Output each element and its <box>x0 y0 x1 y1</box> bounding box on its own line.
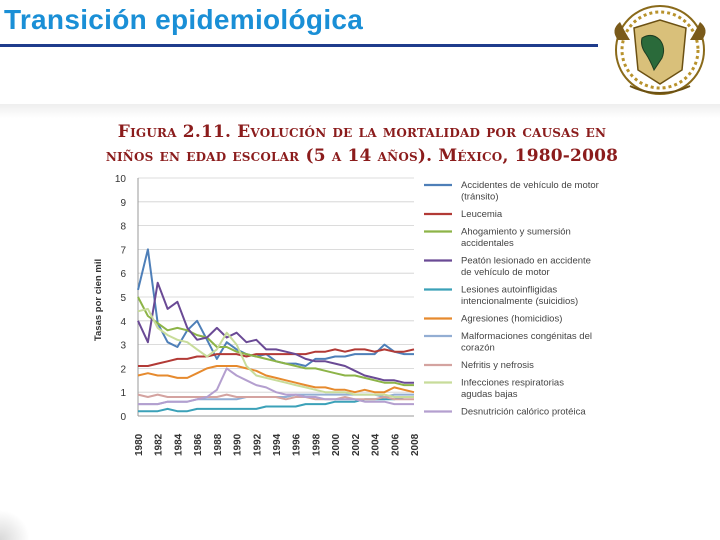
series-line <box>137 307 414 398</box>
figure-caption-line-1: Figura 2.11. Evolución de la mortalidad … <box>117 122 607 142</box>
x-tick-label: 1982 <box>154 433 165 456</box>
legend-label: Lesiones autoinfligidas intencionalmente … <box>461 285 578 308</box>
university-seal-icon <box>614 5 706 95</box>
x-tick-label: 2008 <box>410 433 421 456</box>
y-tick-label: 6 <box>120 269 126 280</box>
legend-label: Malformaciones congénitas del corazón <box>461 331 592 354</box>
y-tick-label: 1 <box>120 388 126 399</box>
x-tick-label: 1984 <box>173 433 184 456</box>
y-tick-label: 9 <box>120 198 126 209</box>
legend-label: Nefritis y nefrosis <box>461 360 534 371</box>
x-tick-label: 1988 <box>213 433 224 456</box>
data-series <box>137 248 415 413</box>
figure-caption: Figura 2.11. Evolución de la mortalidad … <box>92 120 632 168</box>
x-tick-label: 2006 <box>390 433 401 456</box>
series-line <box>137 281 414 384</box>
x-tick-label: 1994 <box>272 433 283 456</box>
figure-caption-line-2: niños en edad escolar (5 a 14 años). Méx… <box>105 146 619 166</box>
series-line <box>138 367 414 406</box>
y-axis-label: Tasas por cien mil <box>93 259 104 341</box>
series-line <box>137 296 414 387</box>
slide-corner-decoration <box>0 510 30 540</box>
grid-lines <box>137 177 414 417</box>
x-tick-label: 2002 <box>351 433 362 456</box>
legend: Accidentes de vehículo de motor (tránsito… <box>424 180 599 418</box>
x-tick-label: 2000 <box>331 433 342 456</box>
y-tick-label: 0 <box>120 412 126 423</box>
x-tick-label: 1996 <box>292 433 303 456</box>
x-tick-label: 1992 <box>252 433 263 456</box>
series-line <box>137 393 414 401</box>
y-tick-label: 8 <box>120 222 126 233</box>
x-tick-label: 2004 <box>371 433 382 456</box>
header-shadow <box>0 104 720 118</box>
legend-label: Leucemia <box>461 209 503 220</box>
header-rule <box>0 44 598 47</box>
y-tick-label: 3 <box>120 341 126 352</box>
legend-label: Ahogamiento y sumersión accidentales <box>461 227 571 250</box>
y-tick-label: 5 <box>120 293 126 304</box>
y-tick-label: 7 <box>120 245 126 256</box>
legend-label: Accidentes de vehículo de motor (tránsito… <box>461 180 599 203</box>
legend-label: Desnutrición calórico protéica <box>461 407 586 418</box>
legend-label: Agresiones (homicidios) <box>461 314 562 325</box>
y-tick-label: 2 <box>120 364 126 375</box>
slide-title: Transición epidemiológica <box>4 4 364 35</box>
x-tick-label: 1990 <box>233 433 244 456</box>
series-line <box>137 365 415 394</box>
slide-header: Transición epidemiológica <box>0 0 720 47</box>
legend-label: Peatón lesionado en accidente de vehículo… <box>461 256 591 279</box>
y-tick-label: 4 <box>120 317 126 328</box>
x-axis-ticks: 1980 1982 1984 1986 1988 1990 1992 1994 1996 1998… <box>134 433 421 456</box>
y-tick-label: 10 <box>115 174 127 185</box>
x-tick-label: 1998 <box>311 433 322 456</box>
series-line <box>138 348 415 367</box>
y-axis-ticks: 0 1 2 3 4 5 6 7 8 9 10 <box>115 174 127 423</box>
x-tick-label: 1980 <box>134 433 145 456</box>
x-tick-label: 1986 <box>193 433 204 456</box>
legend-label: Infecciones respiratorias agudas bajas <box>461 378 564 401</box>
